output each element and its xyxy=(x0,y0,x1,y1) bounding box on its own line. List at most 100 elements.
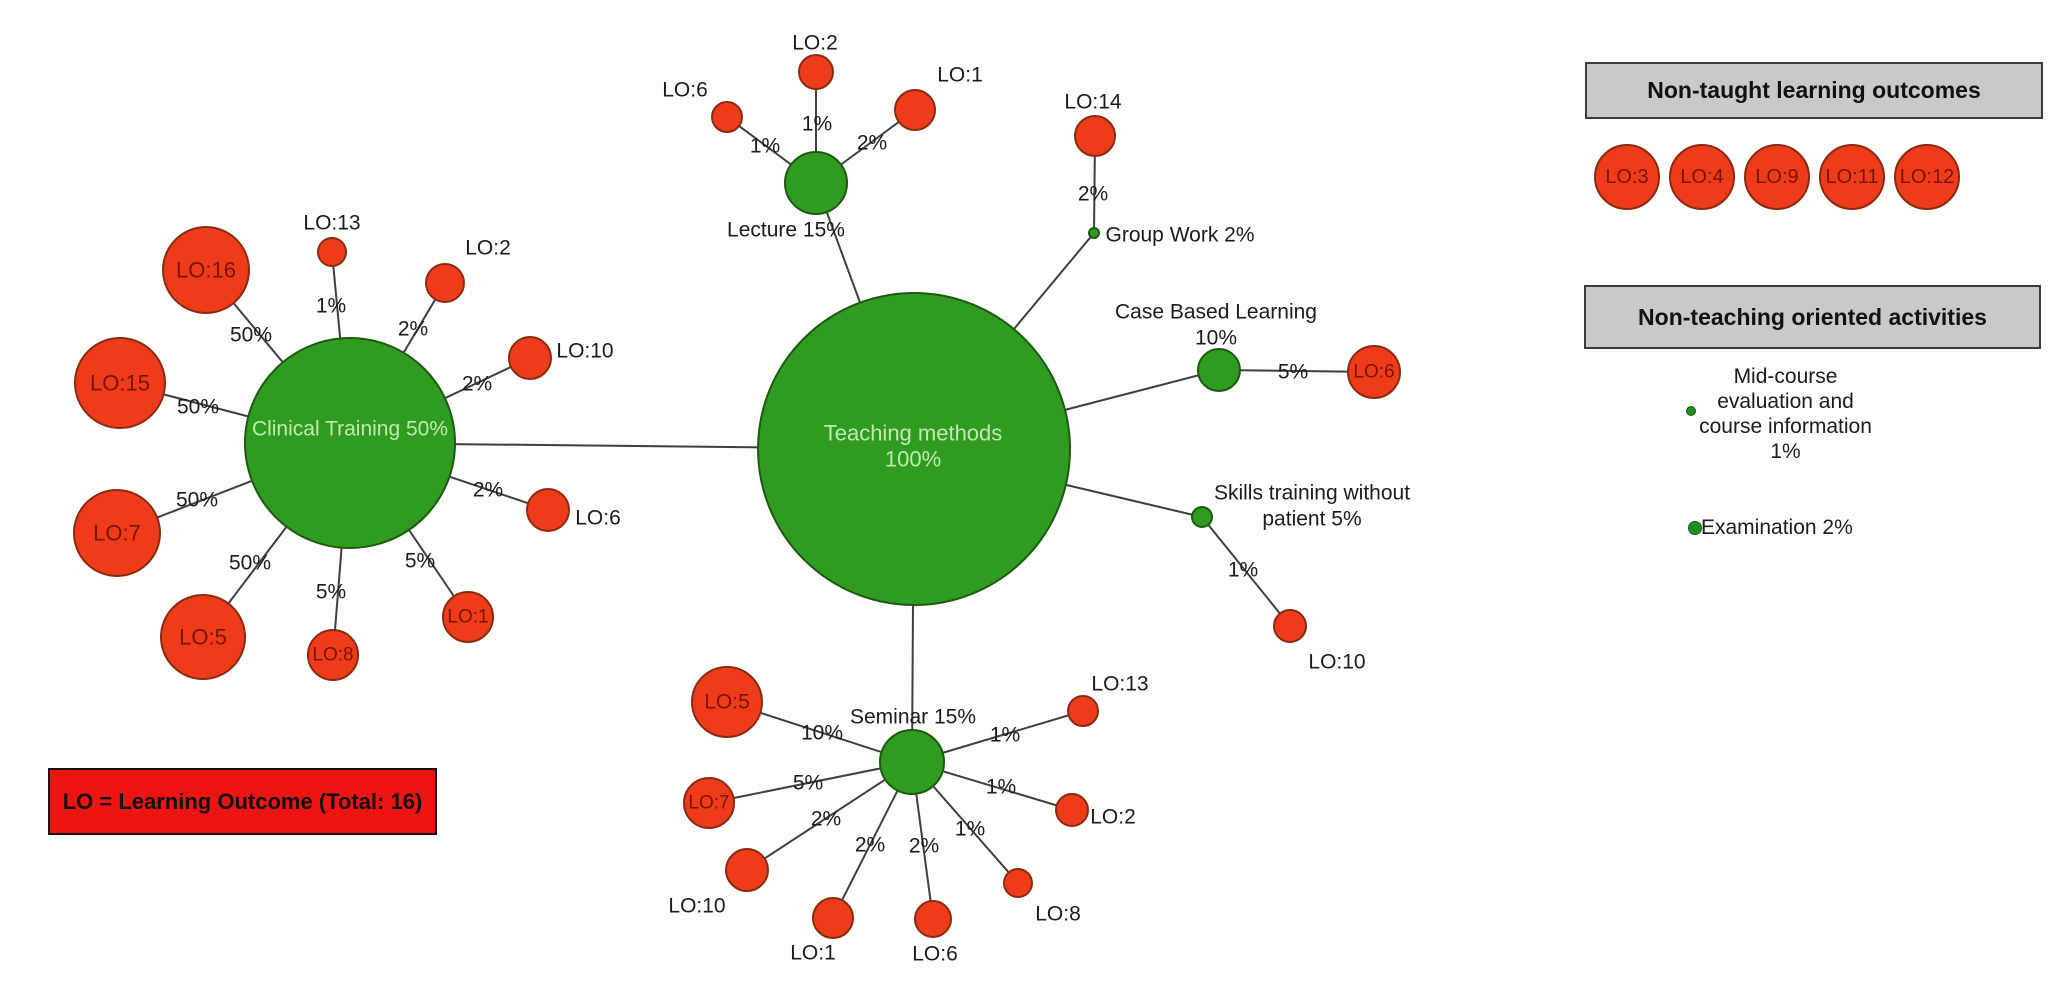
node-lec_lo1 xyxy=(894,89,936,131)
node-sem_lo1 xyxy=(812,897,854,939)
node-sem_lo5 xyxy=(691,666,763,738)
activity-line: 1% xyxy=(1770,440,1801,463)
node-groupwork xyxy=(1088,227,1100,239)
graph-label: 1% xyxy=(955,818,985,841)
node-clinical xyxy=(244,337,456,549)
graph-label: Lecture 15% xyxy=(727,219,845,242)
graph-label: LO:8 xyxy=(312,645,353,666)
edge-skills-sk_lo10 xyxy=(1201,516,1291,627)
graph-label: Skills training without xyxy=(1214,482,1410,505)
graph-label: 2% xyxy=(909,835,939,858)
graph-label: LO:1 xyxy=(447,607,488,628)
node-cl_lo8 xyxy=(307,629,359,681)
graph-label: Case Based Learning xyxy=(1115,301,1317,324)
graph-label: 50% xyxy=(230,324,272,347)
graph-label: LO:6 xyxy=(575,507,621,530)
non-taught-outcome-circle: LO:12 xyxy=(1894,144,1960,210)
activity-line: Mid-course xyxy=(1733,365,1838,388)
graph-label: Teaching methods xyxy=(824,421,1003,446)
node-seminar xyxy=(879,729,945,795)
node-lec_lo6 xyxy=(711,101,743,133)
graph-label: 1% xyxy=(986,776,1016,799)
examination-activity-label: Examination 2% xyxy=(1701,516,1853,539)
node-cl_lo16 xyxy=(162,226,250,314)
graph-label: 2% xyxy=(398,318,428,341)
graph-label: 5% xyxy=(405,550,435,573)
graph-label: 10% xyxy=(801,722,843,745)
graph-label: 100% xyxy=(885,447,941,472)
node-lecture xyxy=(784,151,848,215)
node-cbl xyxy=(1197,348,1241,392)
graph-label: 10% xyxy=(1195,327,1237,350)
graph-label: LO:10 xyxy=(668,895,725,918)
node-cl_lo7 xyxy=(73,489,161,577)
node-cl_lo13 xyxy=(317,237,347,267)
graph-label: Clinical Training 50% xyxy=(252,418,448,441)
node-sem_lo2 xyxy=(1055,793,1089,827)
graph-label: LO:2 xyxy=(465,237,511,260)
midcourse-dot-icon xyxy=(1686,406,1696,416)
graph-label: LO:6 xyxy=(912,943,958,966)
activity-line: evaluation and xyxy=(1717,390,1854,413)
graph-label: 2% xyxy=(855,834,885,857)
graph-label: LO:6 xyxy=(662,79,708,102)
examination-dot-icon xyxy=(1688,521,1702,535)
node-lec_lo2 xyxy=(798,54,834,90)
non-taught-outcomes-row: LO:3 LO:4 LO:9 LO:11 LO:12 xyxy=(1594,144,1960,210)
non-teaching-header: Non-teaching oriented activities xyxy=(1584,285,2041,349)
graph-label: 1% xyxy=(802,113,832,136)
graph-label: 50% xyxy=(177,396,219,419)
node-sem_lo8 xyxy=(1003,868,1033,898)
edge-seminar-sem_lo7 xyxy=(708,761,913,804)
activity-line: course information xyxy=(1699,415,1872,438)
graph-label: 1% xyxy=(1228,559,1258,582)
non-taught-outcome-circle: LO:4 xyxy=(1669,144,1735,210)
graph-label: LO:1 xyxy=(937,64,983,87)
node-sem_lo7 xyxy=(683,777,735,829)
node-sem_lo6 xyxy=(914,900,952,938)
node-cl_lo6 xyxy=(526,488,570,532)
graph-label: LO:5 xyxy=(179,625,227,650)
node-cl_lo1 xyxy=(442,591,494,643)
graph-label: LO:7 xyxy=(93,521,141,546)
graph-label: 2% xyxy=(473,479,503,502)
node-cl_lo2 xyxy=(425,263,465,303)
graph-label: LO:10 xyxy=(1308,651,1365,674)
non-taught-header: Non-taught learning outcomes xyxy=(1585,62,2043,119)
graph-label: 5% xyxy=(1278,361,1308,384)
node-sem_lo13 xyxy=(1067,695,1099,727)
node-cl_lo5 xyxy=(160,594,246,680)
graph-label: patient 5% xyxy=(1262,508,1361,531)
graph-label: LO:7 xyxy=(688,793,729,814)
node-sem_lo10 xyxy=(725,848,769,892)
node-skills xyxy=(1191,506,1213,528)
graph-label: 1% xyxy=(316,295,346,318)
graph-label: LO:1 xyxy=(790,942,836,965)
node-teaching xyxy=(757,292,1071,606)
node-cl_lo15 xyxy=(74,337,166,429)
graph-label: LO:5 xyxy=(704,691,750,714)
graph-label: LO:2 xyxy=(1090,806,1136,829)
node-gw_lo14 xyxy=(1074,115,1116,157)
node-cl_lo10 xyxy=(508,336,552,380)
graph-label: LO:13 xyxy=(303,212,360,235)
graph-label: LO:16 xyxy=(176,258,236,283)
graph-label: 2% xyxy=(1078,183,1108,206)
non-taught-outcome-circle: LO:3 xyxy=(1594,144,1660,210)
non-taught-outcome-circle: LO:11 xyxy=(1819,144,1885,210)
graph-label: LO:10 xyxy=(556,340,613,363)
graph-label: 50% xyxy=(176,489,218,512)
graph-label: Group Work 2% xyxy=(1106,224,1255,247)
graph-label: 2% xyxy=(811,808,841,831)
node-sk_lo10 xyxy=(1273,609,1307,643)
graph-label: LO:6 xyxy=(1353,362,1394,383)
midcourse-activity-label: Mid-course evaluation and course informa… xyxy=(1698,364,1873,464)
graph-label: Seminar 15% xyxy=(850,706,976,729)
graph-label: 5% xyxy=(793,772,823,795)
graph-label: 1% xyxy=(990,724,1020,747)
graph-label: 2% xyxy=(857,132,887,155)
non-taught-outcome-circle: LO:9 xyxy=(1744,144,1810,210)
legend-box: LO = Learning Outcome (Total: 16) xyxy=(48,768,437,835)
